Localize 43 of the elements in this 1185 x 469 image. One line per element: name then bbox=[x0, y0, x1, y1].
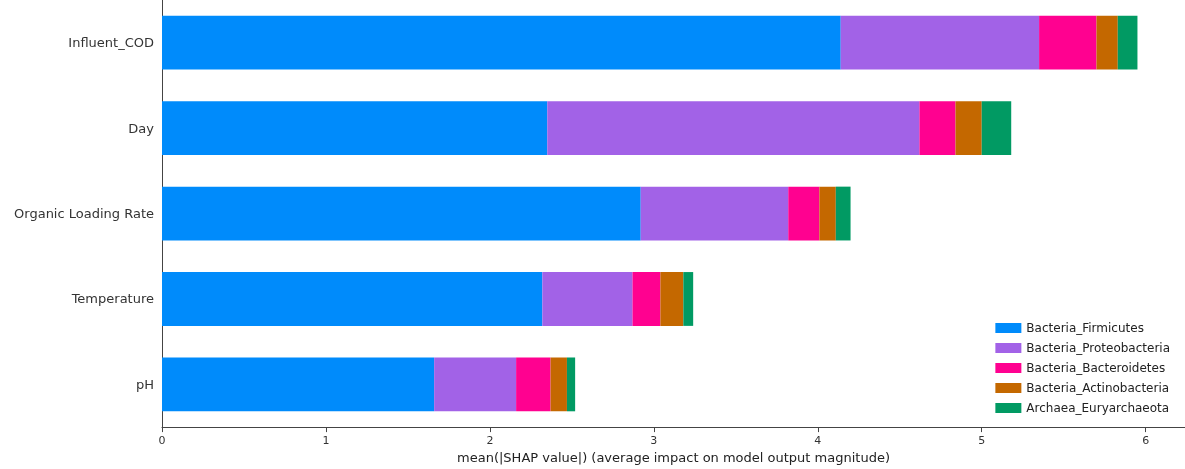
bar bbox=[162, 15, 841, 70]
bar bbox=[683, 272, 694, 326]
bar bbox=[162, 272, 543, 326]
bar bbox=[788, 186, 820, 241]
bar bbox=[547, 101, 920, 156]
bar bbox=[516, 357, 551, 412]
x-tick-label: 0 bbox=[158, 434, 166, 448]
legend-label: Bacteria_Bacteroidetes bbox=[1026, 361, 1166, 375]
x-tick-label: 3 bbox=[650, 434, 658, 448]
x-tick-label: 5 bbox=[978, 434, 986, 448]
bar bbox=[660, 272, 684, 326]
bar bbox=[162, 101, 548, 156]
x-axis-title: mean(|SHAP value|) (average impact on model output magnitude) bbox=[457, 450, 890, 465]
bar bbox=[542, 272, 633, 326]
bar bbox=[1039, 15, 1097, 70]
x-tick-label: 4 bbox=[814, 434, 822, 448]
x-tick-label: 6 bbox=[1142, 434, 1150, 448]
legend-label: Bacteria_Actinobacteria bbox=[1026, 381, 1170, 395]
bar bbox=[835, 186, 851, 241]
legend-label: Bacteria_Proteobacteria bbox=[1026, 341, 1170, 355]
bar bbox=[1117, 15, 1138, 70]
bar bbox=[566, 357, 576, 412]
bar bbox=[955, 101, 982, 156]
legend-label: Archaea_Euryarchaeota bbox=[1026, 401, 1170, 415]
bar bbox=[640, 186, 789, 241]
y-tick-label: Influent_COD bbox=[68, 35, 154, 51]
bar bbox=[819, 186, 836, 241]
bar bbox=[840, 15, 1040, 70]
bar bbox=[1096, 15, 1118, 70]
bar bbox=[919, 101, 956, 156]
bar bbox=[632, 272, 661, 326]
bar bbox=[434, 357, 517, 412]
y-tick-label: pH bbox=[135, 376, 154, 392]
y-tick-label: Temperature bbox=[70, 291, 154, 307]
x-tick-label: 2 bbox=[486, 434, 494, 448]
bar bbox=[981, 101, 1012, 156]
bar bbox=[162, 357, 435, 412]
bar bbox=[162, 186, 641, 241]
y-tick-label: Day bbox=[128, 120, 155, 136]
legend-label: Bacteria_Firmicutes bbox=[1026, 321, 1144, 335]
y-tick-label: Organic Loading Rate bbox=[14, 206, 154, 222]
x-tick-label: 1 bbox=[322, 434, 330, 448]
bar bbox=[550, 357, 567, 412]
